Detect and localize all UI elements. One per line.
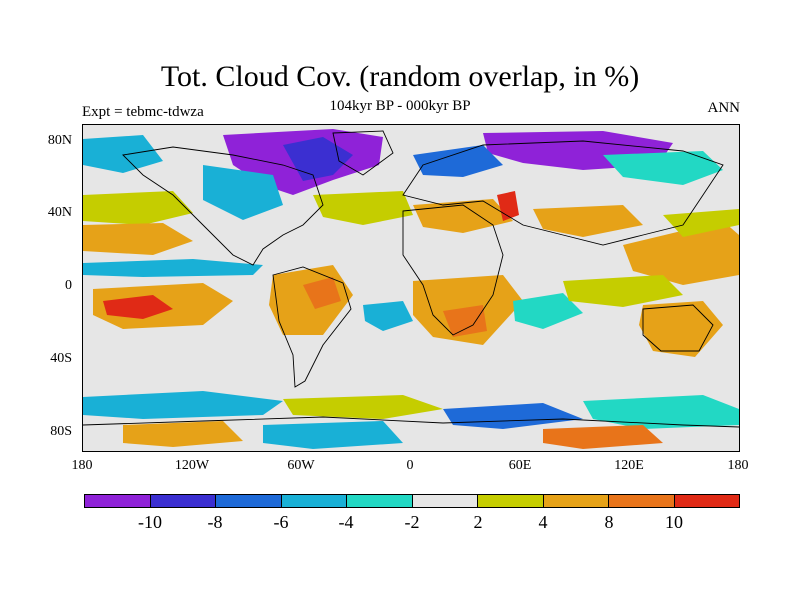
- coastline-north-america: [122, 146, 324, 266]
- anomaly-region-africa-red: [443, 305, 487, 337]
- figure-subtitle: 104kyr BP - 000kyr BP: [329, 98, 471, 114]
- anomaly-region-southern-ocean-cyan: [83, 391, 283, 419]
- anomaly-region-west-pacific-yellow: [663, 209, 739, 237]
- colorbar-label: 10: [665, 512, 683, 532]
- anomaly-region-asia-orange: [533, 205, 643, 237]
- anomaly-region-australia-orange: [639, 301, 723, 357]
- x-tick-label: 120W: [174, 458, 210, 473]
- anomaly-region-southern-ocean-cyan-east: [583, 395, 739, 429]
- colorbar-label: 4: [538, 512, 548, 532]
- colorbar-segment: [412, 495, 478, 507]
- coastline-antarctica: [83, 416, 739, 428]
- colorbar-label: 8: [604, 512, 614, 532]
- colorbar-segment: [85, 495, 151, 507]
- anomaly-region-indonesia-yellow: [563, 275, 683, 307]
- y-tick-label: 80N: [47, 133, 72, 148]
- anomaly-region-north-pacific-pos: [83, 191, 193, 225]
- x-tick-label: 60E: [508, 458, 532, 473]
- anomaly-region-south-america-red: [303, 277, 341, 309]
- colorbar-segment: [478, 495, 544, 507]
- x-tick-label: 180: [727, 458, 749, 473]
- figure-title: Tot. Cloud Cov. (random overlap, in %): [160, 60, 640, 93]
- coastline-greenland: [332, 130, 394, 176]
- colorbar-label: -2: [404, 512, 420, 532]
- y-tick-label: 40S: [50, 351, 72, 366]
- anomaly-region-caspian-red: [497, 191, 519, 221]
- anomaly-region-tropical-pacific-cyan: [83, 259, 263, 277]
- anomaly-region-europe-neg: [413, 145, 503, 177]
- colorbar-segment: [609, 495, 675, 507]
- colorbar-segment: [216, 495, 282, 507]
- anomaly-region-antarctica-cyan: [263, 421, 403, 449]
- anomaly-region-arctic-north-america: [283, 137, 353, 181]
- anomaly-region-east-siberia-cyan: [603, 151, 723, 185]
- anomaly-region-indian-ocean-cyan: [513, 293, 583, 329]
- coastline-africa: [402, 204, 504, 336]
- coastline-eurasia: [402, 140, 724, 246]
- map-panel: [82, 124, 740, 452]
- anomaly-region-southern-ocean-blue: [443, 403, 583, 429]
- anomaly-region-west-pacific-orange: [623, 221, 739, 285]
- colorbar-segment: [150, 495, 216, 507]
- colorbar-label: -4: [338, 512, 354, 532]
- colorbar-label: -10: [138, 512, 162, 532]
- colorbar-segment: [674, 495, 739, 507]
- colorbar-label: -6: [273, 512, 289, 532]
- anomaly-region-atlantic-cyan: [363, 301, 413, 331]
- x-tick-label: 120E: [614, 458, 644, 473]
- anomaly-region-antarctica-mixed: [123, 421, 243, 447]
- colorbar-segment: [543, 495, 609, 507]
- anomaly-region-north-pacific-orange: [83, 223, 193, 255]
- coastline-australia: [642, 304, 714, 352]
- coastline-south-america: [272, 266, 352, 388]
- colorbar: [84, 494, 740, 508]
- anomaly-region-canada-cyan: [203, 165, 283, 220]
- colorbar-segment: [347, 495, 413, 507]
- anomaly-region-south-pacific-red: [103, 295, 173, 319]
- y-tick-label: 80S: [50, 424, 72, 439]
- colorbar-label: -8: [207, 512, 223, 532]
- anomaly-region-north-pacific-cyan: [83, 135, 163, 173]
- x-tick-label: 180: [71, 458, 93, 473]
- anomaly-region-southern-ocean-yellow: [283, 395, 443, 419]
- anomaly-map: [83, 125, 739, 451]
- colorbar-label: 2: [473, 512, 483, 532]
- experiment-label: Expt = tebmc-tdwza: [82, 104, 204, 120]
- anomaly-region-north-atlantic-pos: [313, 191, 413, 225]
- x-tick-label: 60W: [287, 458, 315, 473]
- coastlines: [83, 130, 739, 428]
- colorbar-segment: [281, 495, 347, 507]
- x-tick-label: 0: [406, 458, 414, 473]
- anomaly-region-antarctica-orange: [543, 425, 663, 449]
- y-tick-label: 0: [65, 278, 72, 293]
- season-label: ANN: [707, 100, 741, 116]
- y-tick-label: 40N: [47, 205, 72, 220]
